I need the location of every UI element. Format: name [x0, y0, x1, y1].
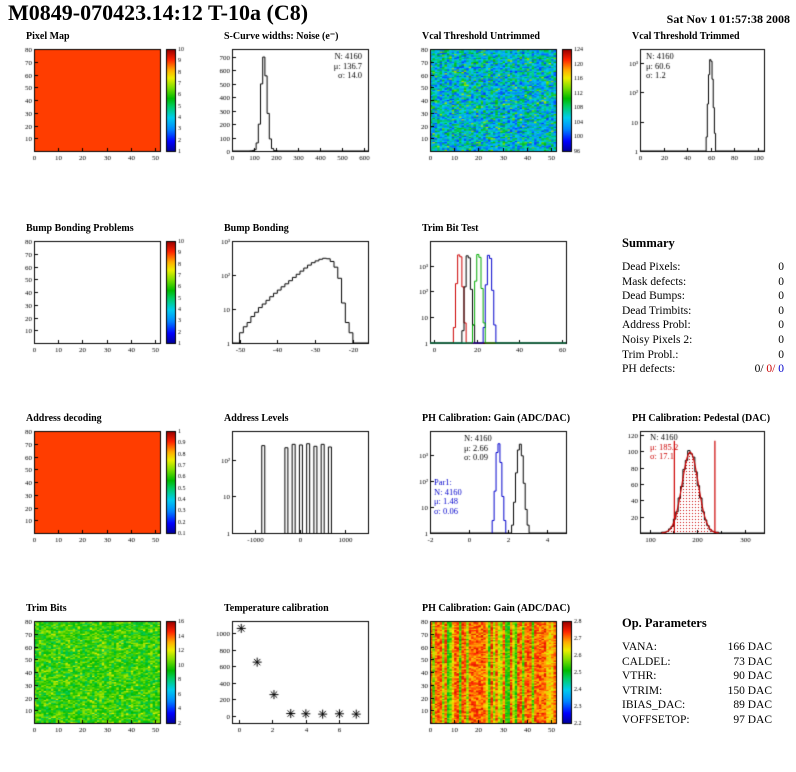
plot-temperature-calibration: Temperature calibration [202, 602, 398, 754]
plot-title: PH Calibration: Gain (ADC/DAC) [422, 413, 571, 424]
plot-title: Vcal Threshold Trimmed [632, 31, 740, 42]
plot-bump-bonding-problems: Bump Bonding Problems [4, 222, 200, 374]
summary-row: Noisy Pixels 2: 0 [622, 333, 784, 348]
summary-row: Trim Probl.: 0 [622, 348, 784, 363]
summary-row: Dead Bumps: 0 [622, 289, 784, 304]
op-parameters-row: CALDEL: 73 DAC [622, 655, 772, 670]
row-value: 90 DAC [733, 670, 772, 683]
plot-title: Bump Bonding [224, 223, 289, 234]
row-label: IBIAS_DAC: [622, 699, 686, 712]
op-parameters-row: VANA: 166 DAC [622, 640, 772, 655]
plot-pixel-map: Pixel Map [4, 30, 200, 182]
row-label: Mask defects: [622, 275, 687, 288]
plot-bump-bonding: Bump Bonding [202, 222, 398, 374]
plot-title: Bump Bonding Problems [26, 223, 134, 234]
row-label: Dead Trimbits: [622, 304, 692, 317]
timestamp: Sat Nov 1 01:57:38 2008 [666, 12, 790, 26]
summary-row: Mask defects: 0 [622, 275, 784, 290]
plot-ph-gain-hist: PH Calibration: Gain (ADC/DAC) [400, 412, 596, 564]
plot-ph-gain-map: PH Calibration: Gain (ADC/DAC) [400, 602, 596, 754]
row-value: 0 [778, 319, 784, 332]
plot-title: Pixel Map [26, 31, 70, 42]
ph-gain-hist-canvas [400, 425, 596, 557]
plot-title: Trim Bit Test [422, 223, 479, 234]
summary-title: Summary [622, 236, 675, 250]
summary-row: PH defects: 0/ 0/ 0 [622, 362, 784, 377]
op-parameters-title: Op. Parameters [622, 616, 707, 630]
row-label: Noisy Pixels 2: [622, 333, 693, 346]
plot-title: S-Curve widths: Noise (e⁻) [224, 31, 339, 42]
plot-title: PH Calibration: Pedestal (DAC) [632, 413, 771, 424]
plot-title: PH Calibration: Gain (ADC/DAC) [422, 603, 571, 614]
plot-scurve-noise: S-Curve widths: Noise (e⁻) [202, 30, 398, 182]
trim-bits-map-canvas [4, 615, 200, 747]
address-decoding-canvas [4, 425, 200, 557]
row-value: 73 DAC [733, 655, 772, 668]
plot-trim-bits-map: Trim Bits [4, 602, 200, 754]
row-label: VTRIM: [622, 684, 663, 697]
row-label: CALDEL: [622, 655, 671, 668]
row-label: Trim Probl.: [622, 348, 679, 361]
row-value: 89 DAC [733, 699, 772, 712]
pixel-map-canvas [4, 43, 200, 175]
plot-title: Trim Bits [26, 603, 67, 614]
row-value: 150 DAC [727, 684, 772, 697]
op-parameters-row: IBIAS_DAC: 89 DAC [622, 698, 772, 713]
summary-row: Dead Pixels: 0 [622, 260, 784, 275]
ph-pedestal-canvas [610, 425, 794, 557]
plot-title: Temperature calibration [224, 603, 329, 614]
plot-title: Address Levels [224, 413, 289, 424]
row-label: PH defects: [622, 363, 676, 376]
row-label: Address Probl: [622, 319, 691, 332]
plot-address-levels: Address Levels [202, 412, 398, 564]
page-title: M0849-070423.14:12 T-10a (C8) [8, 0, 309, 25]
summary-row: Dead Trimbits: 0 [622, 304, 784, 319]
row-label: VTHR: [622, 670, 657, 683]
plot-vcal-untrimmed: Vcal Threshold Untrimmed [400, 30, 596, 182]
row-value: 166 DAC [727, 641, 772, 653]
row-value: 0/ 0/ 0 [754, 363, 784, 376]
address-levels-canvas [202, 425, 398, 557]
row-value: 0 [778, 261, 784, 273]
row-label: VANA: [622, 641, 657, 653]
summary-panel: Summary Dead Pixels: 0 Mask defects: 0 Dead … [610, 222, 796, 388]
row-value: 0 [778, 304, 784, 317]
plot-title: Vcal Threshold Untrimmed [422, 31, 540, 42]
op-parameters-row: VOFFSETOP: 97 DAC [622, 713, 772, 728]
row-label: Dead Pixels: [622, 261, 681, 273]
plot-vcal-trimmed: Vcal Threshold Trimmed [610, 30, 794, 182]
ph-gain-map-canvas [400, 615, 596, 747]
bump-bonding-canvas [202, 235, 398, 367]
vcal-trimmed-canvas [610, 43, 794, 175]
scurve-noise-canvas [202, 43, 398, 175]
row-value: 0 [778, 333, 784, 346]
op-parameters-row: VTHR: 90 DAC [622, 669, 772, 684]
plot-address-decoding: Address decoding [4, 412, 200, 564]
temperature-calibration-canvas [202, 615, 398, 747]
plot-ph-pedestal: PH Calibration: Pedestal (DAC) [610, 412, 794, 564]
op-parameters-panel: Op. Parameters VANA: 166 DAC CALDEL: 73 DAC… [610, 602, 796, 768]
bump-bonding-problems-canvas [4, 235, 200, 367]
row-value: 0 [778, 275, 784, 288]
trim-bit-test-canvas [400, 235, 596, 367]
row-value: 0 [778, 348, 784, 361]
summary-row: Address Probl: 0 [622, 318, 784, 333]
plot-trim-bit-test: Trim Bit Test [400, 222, 596, 374]
row-value: 0 [778, 290, 784, 303]
op-parameters-rows: VANA: 166 DAC CALDEL: 73 DAC VTHR: 90 DAC VTRI… [622, 640, 796, 728]
row-label: VOFFSETOP: [622, 713, 690, 726]
plot-title: Address decoding [26, 413, 102, 424]
op-parameters-row: VTRIM: 150 DAC [622, 684, 772, 699]
row-label: Dead Bumps: [622, 290, 685, 303]
row-value: 97 DAC [733, 713, 772, 726]
vcal-untrimmed-canvas [400, 43, 596, 175]
summary-rows: Dead Pixels: 0 Mask defects: 0 Dead Bumps: 0 D… [622, 260, 796, 377]
